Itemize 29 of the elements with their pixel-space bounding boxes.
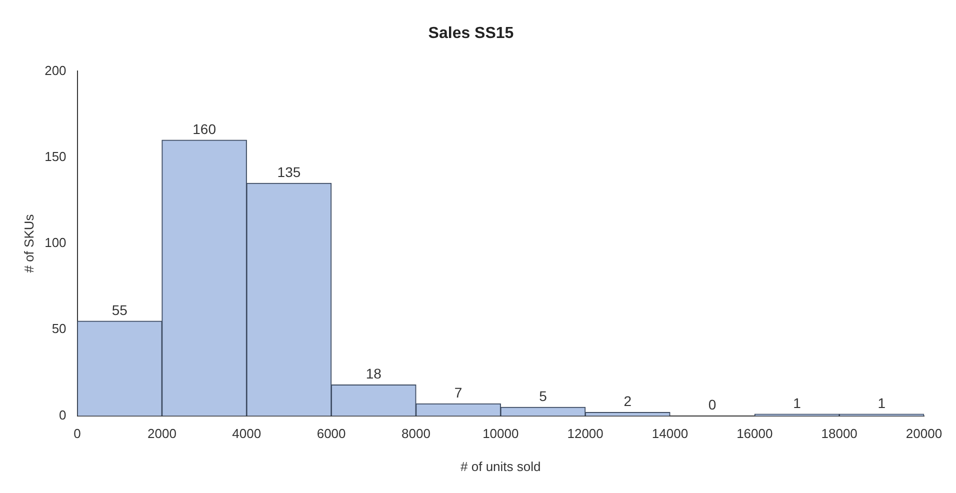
data-label: 160	[192, 120, 216, 137]
data-label: 1	[793, 394, 802, 411]
y-tick-label: 150	[44, 148, 66, 164]
data-label: 135	[277, 164, 301, 180]
x-tick-label: 20000	[906, 426, 942, 442]
chart-title: Sales SS15	[428, 25, 514, 42]
x-tick-label: 16000	[736, 426, 773, 442]
x-tick-label: 4000	[232, 426, 262, 442]
y-tick-label: 100	[44, 235, 66, 250]
x-tick-label: 10000	[482, 426, 519, 442]
x-axis-title: # of units sold	[460, 458, 541, 474]
data-label: 18	[366, 366, 382, 382]
data-label: 0	[708, 396, 716, 413]
x-tick-label: 0	[74, 426, 81, 442]
data-label: 2	[624, 393, 632, 410]
data-label: 1	[878, 394, 886, 411]
x-tick-label: 12000	[567, 426, 604, 442]
y-tick-label: 0	[59, 407, 66, 422]
y-axis-title: # of SKUs	[21, 214, 36, 273]
data-label: 5	[539, 388, 548, 404]
y-tick-label: 200	[44, 62, 66, 78]
y-tick-label: 50	[52, 321, 66, 336]
x-tick-label: 6000	[316, 426, 346, 442]
data-label: 55	[112, 302, 128, 318]
x-tick-label: 18000	[821, 426, 858, 442]
x-tick-label: 14000	[652, 426, 688, 442]
x-tick-label: 2000	[148, 426, 176, 442]
x-tick-label: 8000	[402, 426, 430, 442]
data-label: 7	[454, 384, 462, 401]
